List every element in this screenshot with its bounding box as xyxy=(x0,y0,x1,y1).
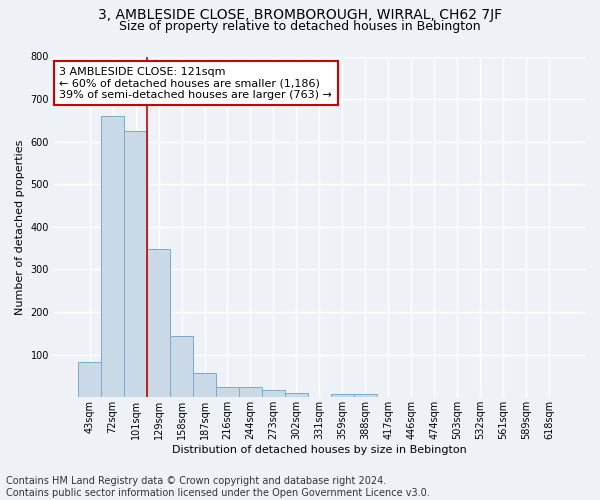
Text: 3 AMBLESIDE CLOSE: 121sqm
← 60% of detached houses are smaller (1,186)
39% of se: 3 AMBLESIDE CLOSE: 121sqm ← 60% of detac… xyxy=(59,66,332,100)
Bar xyxy=(331,394,354,398)
Bar xyxy=(147,249,170,398)
Text: Size of property relative to detached houses in Bebington: Size of property relative to detached ho… xyxy=(119,20,481,33)
Y-axis label: Number of detached properties: Number of detached properties xyxy=(15,139,25,314)
Bar xyxy=(78,362,101,398)
Text: Contains HM Land Registry data © Crown copyright and database right 2024.
Contai: Contains HM Land Registry data © Crown c… xyxy=(6,476,430,498)
X-axis label: Distribution of detached houses by size in Bebington: Distribution of detached houses by size … xyxy=(172,445,467,455)
Bar xyxy=(124,131,147,398)
Bar xyxy=(262,390,285,398)
Text: 3, AMBLESIDE CLOSE, BROMBOROUGH, WIRRAL, CH62 7JF: 3, AMBLESIDE CLOSE, BROMBOROUGH, WIRRAL,… xyxy=(98,8,502,22)
Bar xyxy=(101,116,124,398)
Bar xyxy=(170,336,193,398)
Bar xyxy=(285,393,308,398)
Bar xyxy=(239,388,262,398)
Bar xyxy=(216,388,239,398)
Bar xyxy=(354,394,377,398)
Bar xyxy=(193,373,216,398)
